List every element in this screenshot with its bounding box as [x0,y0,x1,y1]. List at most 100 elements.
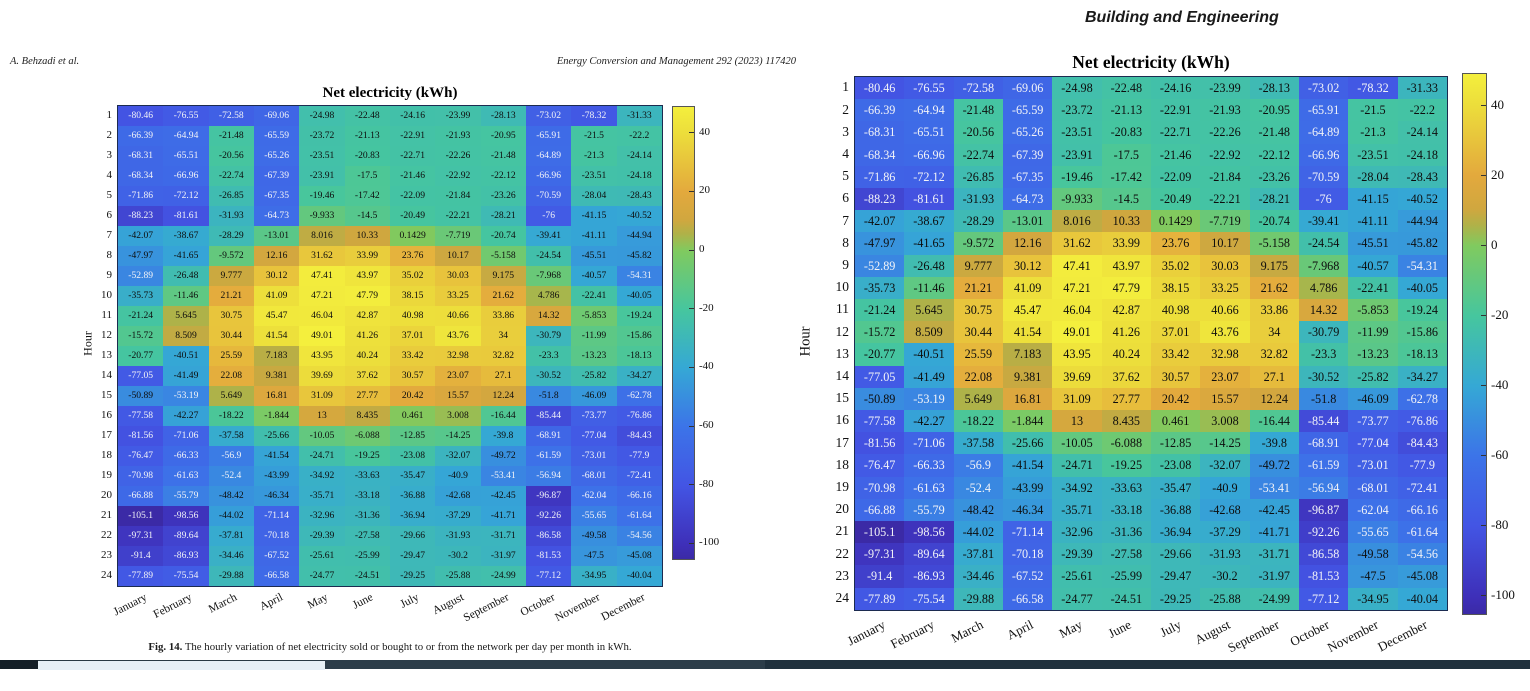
heatmap-cell: 33.42 [1150,343,1202,367]
hour-tick-label: 14 [101,368,112,381]
heatmap-cell: -67.35 [1002,165,1054,189]
colorbar-tick [1481,174,1486,176]
hour-tick-label: 7 [842,212,849,228]
heatmap-cell: -9.933 [1052,188,1103,212]
hour-tick-label: 18 [101,448,112,461]
colorbar-tick-label: 40 [1491,96,1504,112]
hour-tick-label: 12 [101,328,112,341]
heatmap-cell: 31.62 [1052,232,1103,256]
heatmap-cell: -22.12 [1249,143,1300,167]
heatmap-cell: -41.11 [1348,210,1399,234]
heatmap-cell: -86.93 [904,565,955,589]
heatmap-cell: 12.16 [1002,232,1054,256]
heatmap-cell: 9.175 [1249,254,1300,278]
colorbar-tick [1481,454,1486,456]
heatmap-cell: 4.786 [1298,276,1350,300]
heatmap-cell: -96.87 [1298,498,1350,522]
heatmap-cell: -20.95 [1249,99,1300,123]
hour-tick-label: 21 [101,508,112,521]
heatmap-cell: 30.44 [953,321,1004,345]
hour-tick-label: 1 [842,79,849,95]
heatmap-cell: -52.4 [953,476,1004,500]
heatmap-cell: -105.1 [855,521,906,545]
heatmap-cell: -35.47 [1150,476,1202,500]
heatmap-cell: -42.27 [904,410,955,434]
heatmap-cell: -28.21 [1249,188,1300,212]
hour-tick-label: 15 [835,390,850,406]
colorbar-tick-label: -40 [699,360,714,373]
colorbar-tick [689,484,694,486]
hour-tick-label: 3 [842,123,849,139]
heatmap-cell: -38.67 [904,210,955,234]
heatmap-cell: -9.572 [953,232,1004,256]
hour-tick-label: 13 [835,345,850,361]
heatmap-cell: -31.33 [1397,77,1448,101]
heatmap-cell: -67.52 [1002,565,1054,589]
heatmap-cell: -7.719 [1200,210,1251,234]
hour-tick-label: 21 [835,523,850,539]
heatmap-cell: -86.58 [1298,543,1350,567]
heatmap-cell: -35.71 [1052,498,1103,522]
hour-tick-label: 17 [101,428,112,441]
heatmap-cell: -85.44 [1298,410,1350,434]
heatmap-cell: -68.91 [1298,432,1350,456]
heatmap-cell: -49.72 [1249,454,1300,478]
heatmap-cell: -55.65 [1348,521,1399,545]
hscrollbar-thumb[interactable] [38,660,325,670]
heatmap-cell: -6.088 [1101,432,1152,456]
heatmap-cell: -35.73 [855,276,906,300]
heatmap-cell: -66.16 [1397,498,1448,522]
heatmap-cell: 21.21 [953,276,1004,300]
heatmap-cell: -55.79 [904,498,955,522]
hour-tick-label: 5 [842,168,849,184]
heatmap-cell: 7.183 [1002,343,1054,367]
heatmap-cell: -26.85 [953,165,1004,189]
heatmap-cell: -23.51 [1348,143,1399,167]
heatmap-cell: -39.41 [1298,210,1350,234]
heatmap-cell: -66.88 [855,498,906,522]
heatmap-cell: 33.86 [1249,299,1300,323]
heatmap-cell: -81.56 [855,432,906,456]
heatmap-cell: -33.63 [1101,476,1152,500]
heatmap-cell: -21.24 [855,299,906,323]
heatmap-cell: 47.41 [1052,254,1103,278]
heatmap-cell: 34 [1249,321,1300,345]
heatmap-cell: 40.98 [1150,299,1202,323]
hour-tick-label: 22 [835,545,850,561]
heatmap-cell: -34.46 [953,565,1004,589]
hour-tick-label: 17 [835,434,850,450]
colorbar-tick-label: 0 [699,242,705,255]
heatmap-cell: -65.91 [1298,99,1350,123]
heatmap-cell: -5.158 [1249,232,1300,256]
heatmap-cell: -64.89 [1298,121,1350,145]
bottom-window-bar [0,660,1530,670]
heatmap-cell: 47.79 [1101,276,1152,300]
heatmap-cell: -20.49 [1150,188,1202,212]
heatmap-cell: -19.24 [1397,299,1448,323]
colorbar-tick-label: -20 [1491,306,1509,322]
heatmap-cell: 0.461 [1150,410,1202,434]
heatmap-cell: -31.93 [953,188,1004,212]
heatmap-cell: -21.46 [1150,143,1202,167]
hour-tick-label: 23 [835,567,850,583]
heatmap-cell: -22.26 [1200,121,1251,145]
hour-tick-label: 14 [835,367,850,383]
heatmap-cell: -24.54 [1298,232,1350,256]
heatmap-cell: 40.66 [1200,299,1251,323]
colorbar [672,106,695,560]
hour-tick-label: 24 [101,568,112,581]
heatmap-cell: -77.04 [1348,432,1399,456]
heatmap-cell: -88.23 [855,188,906,212]
heatmap-cell: 0.1429 [1150,210,1202,234]
heatmap-cell: -92.26 [1298,521,1350,545]
colorbar [1462,73,1487,615]
heatmap-cell: -72.58 [953,77,1004,101]
heatmap-cell: 41.54 [1002,321,1054,345]
heatmap-cell: -61.63 [904,476,955,500]
heatmap-cell: -62.78 [1397,387,1448,411]
left-heatmap-figure: Net electricity (kWh) Hour -80.46 -76.55 -72… [81,85,720,624]
heatmap-cell: -7.968 [1298,254,1350,278]
heatmap-cell: -67.39 [1002,143,1054,167]
heatmap-cell: -42.45 [1249,498,1300,522]
heatmap-cell: 16.81 [1002,387,1054,411]
